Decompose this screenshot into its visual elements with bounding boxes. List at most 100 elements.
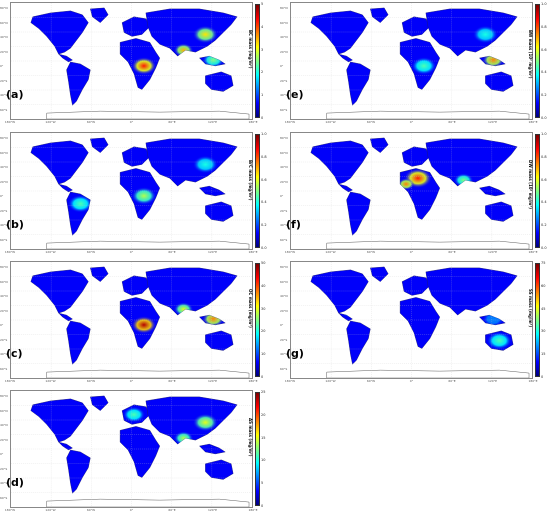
colorbar-title: OC mass (mg/m²) — [248, 289, 253, 328]
colorbar-ticks: 75 60 45 30 15 0 — [541, 261, 550, 379]
latitude-labels: 80°N 60°N 40°N 20°N 0° 20°S 40°S 60°S — [0, 132, 10, 250]
land-region — [145, 267, 238, 316]
antarctica-outline — [46, 498, 250, 507]
world-map — [291, 133, 532, 249]
latitude-label: 80°N — [0, 265, 8, 269]
land-region — [425, 138, 518, 187]
hotspot-central-africa — [131, 187, 157, 205]
longitude-label: 180°W — [4, 250, 16, 254]
longitude-label: 120°E — [487, 379, 498, 383]
land-region — [30, 398, 89, 443]
longitude-labels: 180°W 120°W 60°W 0° 60°E 120°E 180°E — [5, 508, 258, 513]
latitude-label: 20°S — [280, 337, 288, 342]
colorbar — [255, 4, 260, 118]
colorbar-tick-label: 20 — [261, 329, 266, 334]
longitude-label: 0° — [409, 120, 414, 124]
map-panel-b: 80°N 60°N 40°N 20°N 0° 20°S 40°S 60°S 180°W 120°W… — [0, 130, 270, 255]
colorbar — [255, 134, 260, 248]
colorbar-title: BW mass (10² mg/m²) — [528, 30, 533, 79]
land-region — [199, 185, 226, 197]
map-frame — [290, 132, 533, 250]
hotspot-east-asia — [192, 413, 218, 432]
colorbar-ticks: 1.0 0.8 0.6 0.4 0.2 0.0 — [541, 132, 550, 250]
land-region — [310, 10, 369, 55]
longitude-label: 120°E — [207, 250, 218, 254]
latitude-label: 0° — [0, 64, 4, 68]
colorbar — [535, 263, 540, 377]
colorbar-tick-label: 0.4 — [261, 200, 267, 205]
hotspot-east-asia — [472, 25, 498, 44]
latitude-label: 0° — [0, 452, 4, 456]
latitude-label: 60°S — [280, 366, 288, 371]
panel-label: (g) — [286, 347, 304, 360]
colorbar-tick-label: 0.4 — [541, 200, 547, 205]
panel-label: (e) — [286, 88, 304, 101]
longitude-label: 0° — [129, 508, 134, 512]
colorbar-tick-label: 30 — [261, 306, 266, 311]
colorbar-tick-label: 3 — [261, 47, 264, 52]
longitude-label: 120°W — [45, 508, 56, 512]
hotspot-southeast-asia — [202, 311, 225, 327]
colorbar-tick-label: 5 — [261, 2, 264, 6]
latitude-label: 60°S — [0, 107, 8, 112]
latitude-label: 40°N — [0, 423, 8, 427]
land-region — [121, 146, 151, 167]
land-region — [205, 71, 234, 92]
longitude-label: 120°E — [207, 379, 218, 383]
longitude-label: 0° — [409, 250, 414, 254]
longitude-labels: 180°W 120°W 60°W 0° 60°E 120°E 180°E — [5, 120, 258, 125]
longitude-label: 60°W — [366, 120, 376, 124]
map-frame — [290, 261, 533, 379]
longitude-label: 60°W — [86, 379, 96, 383]
world-map — [291, 3, 532, 119]
longitude-label: 180°E — [248, 120, 258, 124]
world-map — [11, 3, 252, 119]
longitude-labels: 180°W 120°W 60°W 0° 60°E 120°E 180°E — [285, 250, 538, 255]
hotspot-caribbean — [342, 309, 355, 318]
hotspot-central-africa — [131, 57, 157, 75]
latitude-label: 80°N — [0, 136, 8, 140]
map-panel-e: 80°N 60°N 40°N 20°N 0° 20°S 40°S 60°S 180°W 120°W… — [280, 0, 550, 125]
colorbar-tick-label: 30 — [541, 329, 546, 334]
latitude-label: 20°S — [0, 337, 8, 342]
colorbar-tick-label: 0.6 — [261, 177, 267, 182]
hotspot-east-asia — [192, 155, 218, 174]
colorbar-tick-label: 1 — [261, 93, 264, 98]
land-region — [370, 266, 389, 282]
latitude-label: 20°N — [0, 308, 8, 313]
hotspot-europe — [122, 406, 146, 423]
longitude-labels: 180°W 120°W 60°W 0° 60°E 120°E 180°E — [5, 379, 258, 384]
colorbar-title: BC mass (mg/m²) — [248, 30, 253, 69]
land-region — [346, 191, 371, 236]
latitude-label: 40°S — [280, 352, 288, 356]
longitude-label: 60°E — [448, 379, 456, 383]
longitude-label: 120°E — [487, 120, 498, 124]
latitude-label: 20°N — [0, 179, 8, 184]
land-region — [145, 138, 238, 187]
latitude-label: 20°N — [280, 49, 288, 54]
latitude-label: 20°N — [0, 49, 8, 54]
land-region — [57, 53, 73, 63]
antarctica-outline — [326, 240, 530, 249]
antarctica-outline — [326, 110, 530, 119]
longitude-label: 120°E — [487, 250, 498, 254]
longitude-label: 120°W — [325, 120, 336, 124]
colorbar-tick-label: 1.0 — [261, 132, 267, 136]
latitude-label: 0° — [0, 323, 4, 327]
longitude-labels: 180°W 120°W 60°W 0° 60°E 120°E 180°E — [285, 379, 538, 384]
antarctica-outline — [46, 240, 250, 249]
colorbar-tick-label: 0 — [541, 375, 544, 379]
longitude-label: 120°W — [325, 250, 336, 254]
map-frame — [10, 2, 253, 120]
land-group — [30, 266, 250, 378]
longitude-label: 180°E — [248, 379, 258, 383]
land-region — [337, 312, 353, 322]
latitude-label: 20°S — [0, 466, 8, 471]
colorbar-tick-label: 0.0 — [261, 246, 267, 250]
map-panel-f: 80°N 60°N 40°N 20°N 0° 20°S 40°S 60°S 180°W 120°W… — [280, 130, 550, 255]
longitude-label: 60°E — [168, 379, 176, 383]
latitude-label: 60°N — [280, 20, 288, 25]
longitude-label: 180°W — [284, 379, 296, 383]
hotspot-south-asia — [453, 173, 474, 188]
latitude-label: 60°S — [0, 495, 8, 500]
